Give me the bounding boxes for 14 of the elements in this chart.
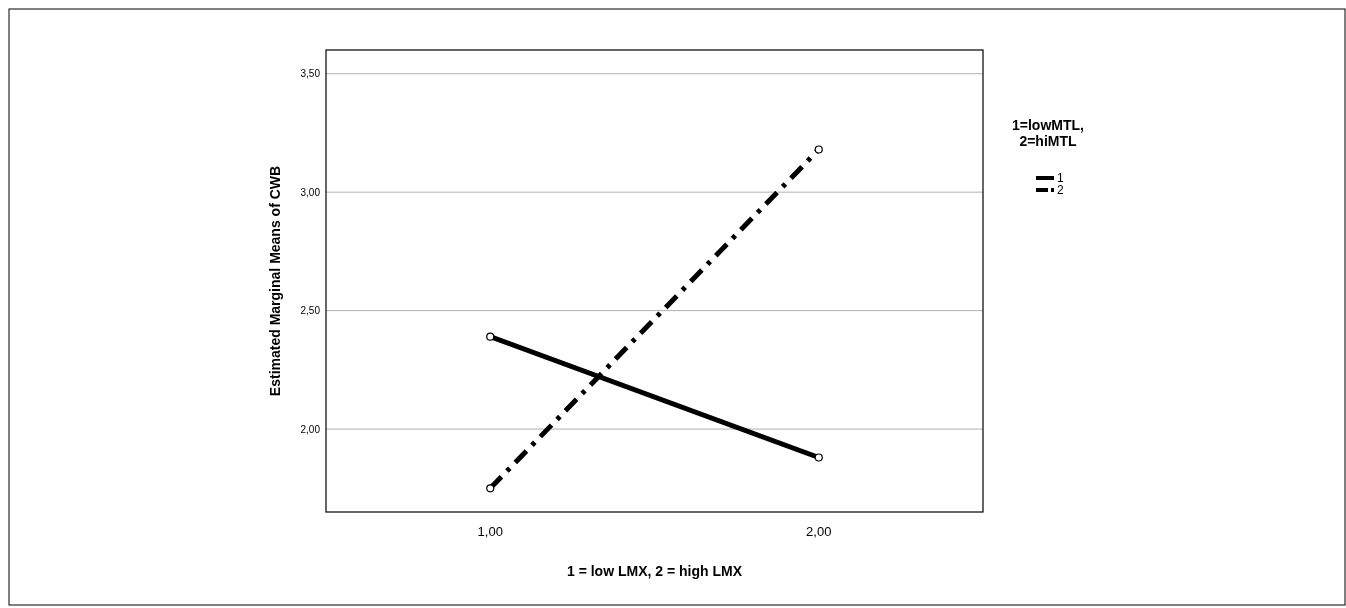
legend-title: 1=lowMTL, 2=hiMTL xyxy=(1012,117,1084,149)
point xyxy=(486,332,495,341)
y-axis-title: Estimated Marginal Means of CWB xyxy=(267,165,283,397)
x-axis-title: 1 = low LMX, 2 = high LMX xyxy=(566,563,743,579)
point xyxy=(814,145,823,154)
y-tick-label: 2,00 xyxy=(300,423,321,435)
point xyxy=(486,484,495,493)
y-tick-label: 3,00 xyxy=(300,186,321,198)
legend-label: 1 xyxy=(1057,171,1064,186)
legend-label: 2 xyxy=(1057,183,1064,198)
y-tick-label: 2,50 xyxy=(300,305,321,317)
point xyxy=(814,453,823,462)
x-tick-label: 1,00 xyxy=(477,524,503,539)
y-tick-label: 3,50 xyxy=(300,68,321,80)
